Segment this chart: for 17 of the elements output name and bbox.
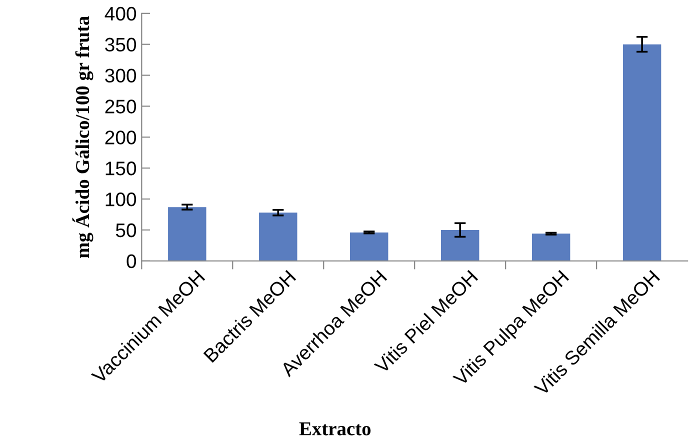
y-tick-label: 150 [106, 162, 136, 176]
y-tick-label: 50 [116, 223, 136, 238]
y-tick-label: 0 [126, 254, 136, 268]
y-tick-label: 200 [105, 130, 136, 144]
y-tick-label: 300 [105, 68, 136, 82]
y-tick-label: 350 [105, 38, 136, 52]
y-axis-title: mg Ácido Gálico/100 gr fruta [72, 16, 94, 258]
bar [622, 44, 662, 261]
x-axis-title: Extracto [299, 422, 371, 436]
bar [168, 207, 206, 261]
y-tick-label: 250 [105, 100, 136, 114]
y-tick-label: 100 [106, 192, 136, 206]
y-tick-label: 400 [104, 6, 136, 21]
bar [532, 234, 570, 261]
bar [350, 232, 388, 261]
bar [440, 230, 480, 261]
bar [259, 212, 298, 261]
